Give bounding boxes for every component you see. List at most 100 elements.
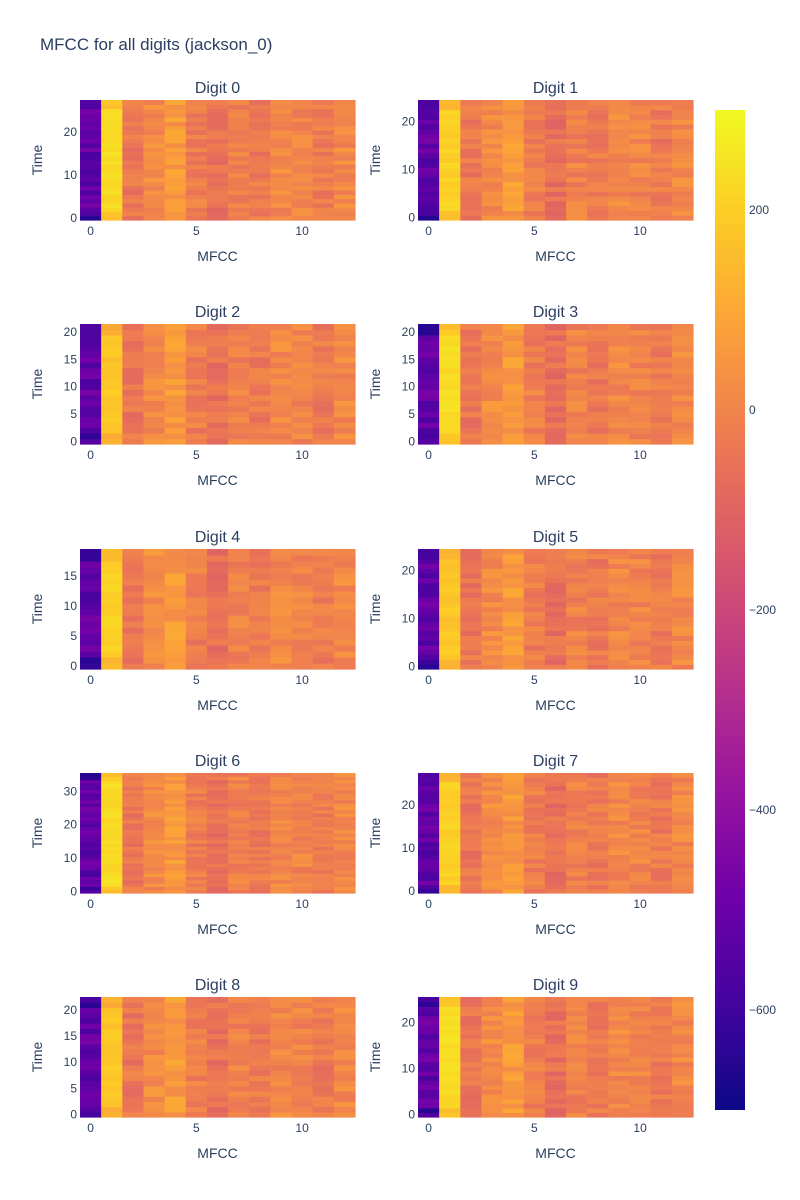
heatmap-cell	[523, 781, 546, 787]
y-tick-label: 10	[402, 841, 416, 855]
heatmap-cell	[333, 786, 356, 791]
heatmap-cell	[502, 640, 525, 646]
heatmap-cell	[206, 1070, 229, 1076]
y-axis-title: Time	[29, 817, 45, 848]
heatmap-cell	[185, 142, 208, 148]
heatmap-cell	[460, 616, 483, 622]
heatmap-cell	[671, 845, 694, 851]
heatmap-cell	[164, 142, 187, 148]
heatmap-cell	[587, 1093, 609, 1100]
heatmap-cell	[608, 824, 631, 830]
heatmap-cell	[122, 138, 145, 144]
heatmap-cell	[523, 340, 546, 347]
heatmap-cell	[122, 1012, 145, 1019]
heatmap-cell	[143, 603, 166, 610]
heatmap-cell	[249, 1096, 271, 1102]
heatmap-cell	[481, 606, 504, 612]
heatmap-cell	[566, 119, 588, 125]
heatmap-cell	[270, 846, 293, 851]
heatmap-cell	[164, 776, 187, 781]
x-tick-label: 5	[531, 448, 538, 462]
heatmap-cell	[544, 867, 567, 873]
heatmap-cell	[460, 997, 483, 1003]
heatmap-cell	[291, 384, 314, 391]
heatmap-cell	[80, 1085, 102, 1092]
heatmap-cell	[228, 657, 250, 664]
heatmap-cell	[523, 841, 546, 847]
heatmap-cell	[164, 609, 187, 616]
heatmap-cell	[228, 142, 250, 148]
heatmap-cell	[523, 1061, 546, 1067]
y-axis-title: Time	[29, 1041, 45, 1072]
heatmap-cell	[587, 888, 609, 894]
heatmap-cell	[270, 591, 293, 598]
heatmap-cell	[101, 1064, 123, 1071]
heatmap-cell	[544, 798, 567, 804]
heatmap-cell	[544, 384, 567, 391]
heatmap-cell	[650, 867, 673, 873]
heatmap-cell	[439, 871, 461, 877]
heatmap-cell	[671, 606, 694, 612]
heatmap-cell	[270, 549, 293, 556]
heatmap-cell	[206, 561, 229, 568]
heatmap-cell	[122, 1070, 145, 1076]
heatmap-cell	[650, 1084, 673, 1090]
heatmap-cell	[270, 142, 293, 148]
heatmap-cell	[671, 1043, 694, 1049]
heatmap-cell	[312, 1002, 335, 1009]
heatmap-cell	[312, 803, 335, 807]
heatmap-cell	[249, 1106, 271, 1113]
heatmap-cell	[481, 664, 504, 670]
heatmap-cell	[502, 841, 525, 847]
heatmap-cell	[206, 651, 229, 658]
heatmap-cell	[439, 1103, 461, 1109]
heatmap-cell	[101, 1054, 123, 1061]
heatmap-cell	[481, 128, 504, 135]
heatmap-cell	[460, 577, 483, 584]
heatmap-cell	[185, 384, 208, 391]
heatmap-cell	[629, 630, 652, 636]
heatmap-cell	[143, 356, 166, 363]
heatmap-cell	[671, 324, 694, 331]
heatmap-cell	[80, 886, 102, 891]
heatmap-cell	[333, 1038, 356, 1045]
heatmap-cell	[333, 100, 356, 105]
heatmap-cell	[460, 196, 483, 202]
heatmap-cell	[80, 117, 102, 123]
heatmap-cell	[439, 837, 461, 843]
heatmap-cell	[101, 411, 123, 418]
heatmap-cell	[566, 1029, 588, 1035]
heatmap-cell	[249, 177, 271, 183]
heatmap-cell	[608, 427, 631, 434]
heatmap-cell	[629, 1024, 652, 1030]
heatmap-cell	[587, 1107, 609, 1113]
heatmap-cell	[80, 783, 102, 787]
heatmap-cell	[143, 142, 166, 148]
heatmap-cell	[206, 1017, 229, 1024]
heatmap-cell	[228, 367, 250, 374]
heatmap-cell	[587, 1070, 609, 1077]
heatmap-cell	[629, 654, 652, 660]
heatmap-cell	[143, 1043, 166, 1050]
heatmap-cell	[101, 100, 123, 105]
heatmap-cell	[206, 853, 229, 857]
heatmap-cell	[270, 585, 293, 592]
heatmap-cell	[249, 836, 271, 841]
heatmap-cell	[80, 555, 102, 562]
heatmap-cell	[185, 833, 208, 837]
heatmap-cell	[333, 783, 356, 787]
heatmap-cell	[312, 846, 335, 851]
heatmap-cell	[587, 777, 609, 783]
heatmap-cell	[164, 1054, 187, 1061]
heatmap-cell	[481, 880, 504, 886]
heatmap-cell	[206, 866, 229, 871]
heatmap-cell	[312, 779, 335, 784]
heatmap-cell	[544, 601, 567, 608]
heatmap-cell	[671, 577, 694, 584]
heatmap-cell	[566, 1024, 588, 1030]
heatmap-cell	[228, 198, 250, 204]
heatmap-cell	[629, 1080, 652, 1086]
heatmap-cell	[291, 573, 314, 580]
heatmap-cell	[460, 568, 483, 574]
heatmap-cell	[270, 1023, 293, 1029]
